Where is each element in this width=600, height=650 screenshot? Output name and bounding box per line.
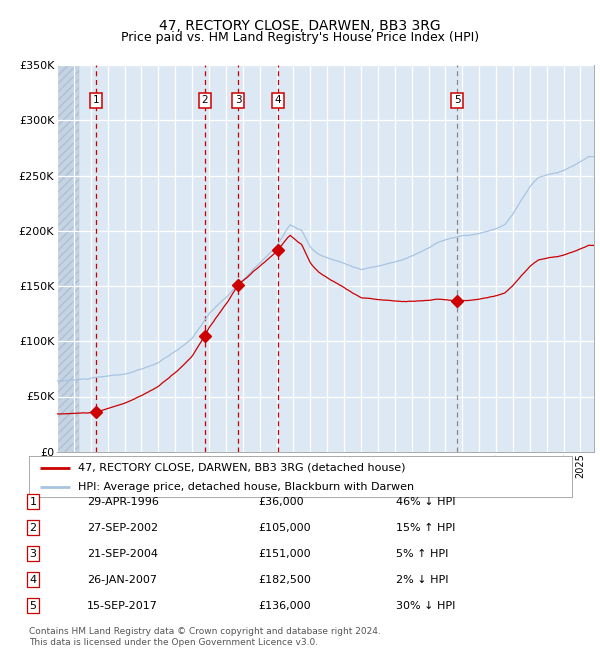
Text: Contains HM Land Registry data © Crown copyright and database right 2024.
This d: Contains HM Land Registry data © Crown c… — [29, 627, 380, 647]
Text: 47, RECTORY CLOSE, DARWEN, BB3 3RG: 47, RECTORY CLOSE, DARWEN, BB3 3RG — [159, 20, 441, 34]
Text: 2% ↓ HPI: 2% ↓ HPI — [396, 575, 449, 585]
Text: HPI: Average price, detached house, Blackburn with Darwen: HPI: Average price, detached house, Blac… — [77, 482, 414, 492]
Text: 26-JAN-2007: 26-JAN-2007 — [87, 575, 157, 585]
Text: 47, RECTORY CLOSE, DARWEN, BB3 3RG (detached house): 47, RECTORY CLOSE, DARWEN, BB3 3RG (deta… — [77, 463, 405, 473]
Text: 15-SEP-2017: 15-SEP-2017 — [87, 601, 158, 611]
Text: 5: 5 — [29, 601, 37, 611]
Text: 2: 2 — [29, 523, 37, 533]
Text: 30% ↓ HPI: 30% ↓ HPI — [396, 601, 455, 611]
Text: 5% ↑ HPI: 5% ↑ HPI — [396, 549, 448, 559]
Text: 4: 4 — [29, 575, 37, 585]
Text: 46% ↓ HPI: 46% ↓ HPI — [396, 497, 455, 507]
Text: 29-APR-1996: 29-APR-1996 — [87, 497, 159, 507]
Text: £151,000: £151,000 — [258, 549, 311, 559]
Text: 5: 5 — [454, 96, 461, 105]
Text: 1: 1 — [93, 96, 100, 105]
Text: 2: 2 — [201, 96, 208, 105]
Text: £182,500: £182,500 — [258, 575, 311, 585]
Text: £36,000: £36,000 — [258, 497, 304, 507]
Text: £136,000: £136,000 — [258, 601, 311, 611]
Text: 27-SEP-2002: 27-SEP-2002 — [87, 523, 158, 533]
Text: £105,000: £105,000 — [258, 523, 311, 533]
Text: Price paid vs. HM Land Registry's House Price Index (HPI): Price paid vs. HM Land Registry's House … — [121, 31, 479, 44]
Text: 3: 3 — [235, 96, 241, 105]
Text: 3: 3 — [29, 549, 37, 559]
Text: 1: 1 — [29, 497, 37, 507]
Text: 21-SEP-2004: 21-SEP-2004 — [87, 549, 158, 559]
Text: 4: 4 — [274, 96, 281, 105]
Text: 15% ↑ HPI: 15% ↑ HPI — [396, 523, 455, 533]
